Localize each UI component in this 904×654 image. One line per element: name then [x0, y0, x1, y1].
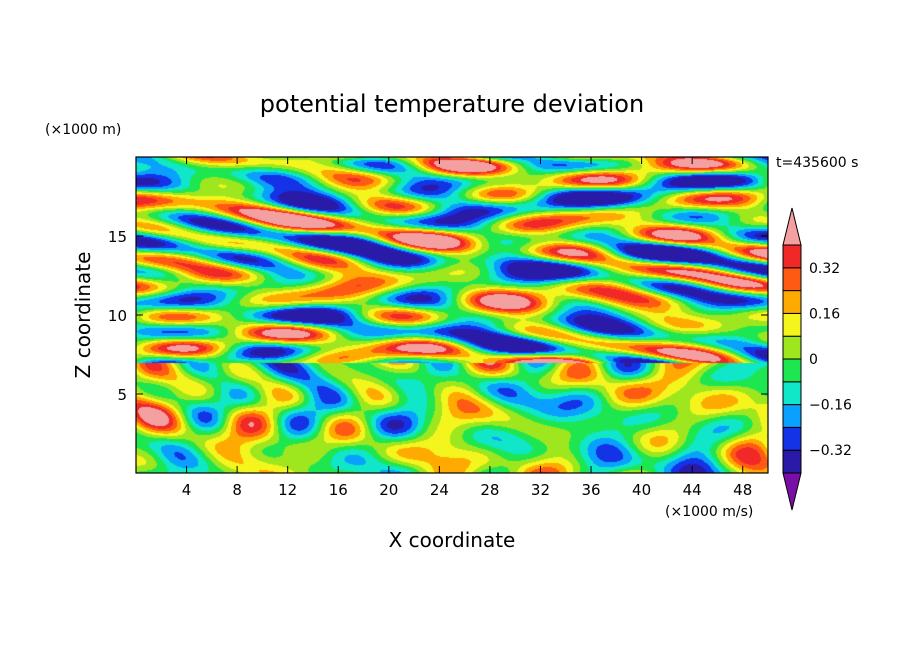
- x-tick-label: 36: [581, 481, 600, 499]
- y-tick-label: 15: [108, 228, 127, 246]
- contour-field: [136, 157, 768, 473]
- x-tick-label: 48: [733, 481, 752, 499]
- chart-title: potential temperature deviation: [260, 90, 644, 118]
- x-tick-label: 24: [430, 481, 449, 499]
- colorbar-segment: [782, 404, 802, 428]
- colorbar-label: −0.16: [809, 398, 852, 414]
- colorbar-segment: [782, 267, 802, 292]
- y-unit-label: (×1000 m): [45, 122, 121, 138]
- time-label: t=435600 s: [776, 155, 858, 171]
- x-tick-label: 8: [232, 481, 242, 499]
- y-tick-label: 10: [108, 307, 127, 325]
- colorbar-label: 0: [809, 352, 818, 368]
- x-axis-label: X coordinate: [389, 528, 516, 552]
- colorbar-segment: [782, 335, 802, 360]
- colorbar-segment: [782, 426, 802, 451]
- colorbar-label: 0.32: [809, 261, 840, 277]
- x-tick-label: 4: [182, 481, 192, 499]
- colorbar-segment: [782, 449, 802, 474]
- x-unit-label: (×1000 m/s): [665, 504, 753, 520]
- y-axis-ticks: 5 10 15: [108, 228, 768, 404]
- y-axis-label: Z coordinate: [71, 252, 95, 379]
- colorbar: 0.32 0.16 0 −0.16 −0.32: [782, 207, 852, 511]
- x-tick-label: 44: [683, 481, 702, 499]
- colorbar-segment: [782, 244, 802, 269]
- colorbar-extend-high: [782, 207, 802, 246]
- y-tick-label: 5: [117, 386, 127, 404]
- colorbar-segment: [782, 381, 802, 406]
- x-tick-label: 20: [379, 481, 398, 499]
- x-tick-label: 12: [278, 481, 297, 499]
- colorbar-segment: [782, 358, 802, 383]
- x-tick-label: 16: [329, 481, 348, 499]
- x-tick-label: 32: [531, 481, 550, 499]
- colorbar-segment: [782, 290, 802, 314]
- colorbar-segment: [782, 312, 802, 337]
- colorbar-label: −0.32: [809, 443, 852, 459]
- contour-field-image: [136, 157, 768, 473]
- colorbar-extend-low: [782, 472, 802, 511]
- colorbar-label: 0.16: [809, 306, 840, 322]
- x-tick-label: 40: [632, 481, 651, 499]
- x-axis-ticks: 4 8 12 16 20 24 28 32 36 40 44 48: [182, 157, 752, 499]
- x-tick-label: 28: [480, 481, 499, 499]
